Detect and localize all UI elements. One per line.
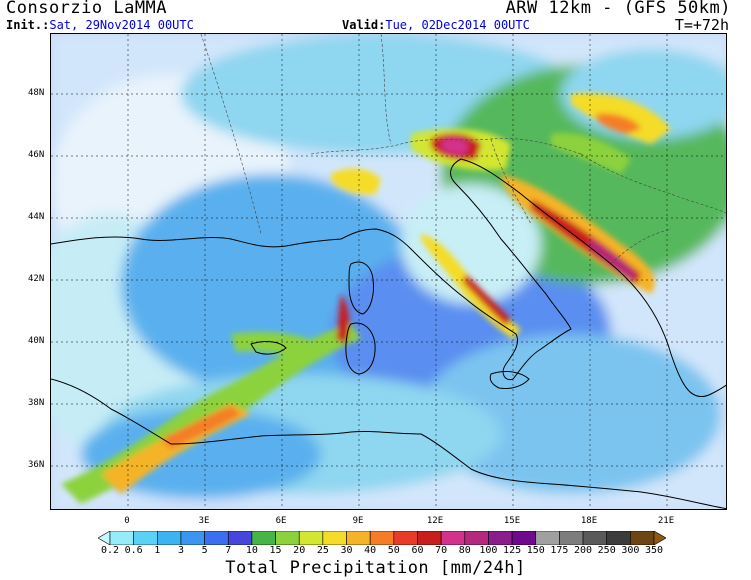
colorbar-tick-label: 350: [644, 545, 664, 556]
colorbar-tick-label: 150: [526, 545, 545, 556]
colorbar-tick-label: 10: [245, 545, 258, 556]
colorbar-swatch: [488, 531, 513, 545]
colorbar-swatch: [559, 531, 584, 545]
lon-label-6e: 6E: [275, 516, 287, 526]
colorbar-swatch: [606, 531, 631, 545]
model-title: ARW 12km - (GFS 50km): [505, 0, 731, 18]
colorbar-swatch: [180, 531, 205, 545]
colorbar-swatch: [346, 531, 371, 545]
map-svg: [51, 34, 726, 509]
colorbar-tick-label: 20: [293, 545, 306, 556]
colorbar-tick-label: 40: [364, 545, 377, 556]
valid-value: Tue, 02Dec2014 00UTC: [385, 18, 530, 32]
lon-label-3e: 3E: [198, 516, 210, 526]
colorbar-tick-label: 5: [201, 545, 208, 556]
colorbar-tick-label: 80: [458, 545, 471, 556]
lon-label-0: 0: [124, 516, 130, 526]
colorbar-swatch: [582, 531, 607, 545]
lat-label-40n: 40N: [28, 336, 45, 346]
colorbar-swatch: [109, 531, 134, 545]
colorbar-tick-label: 7: [225, 545, 232, 556]
colorbar-tick-label: 0.6: [124, 545, 143, 556]
coastlines: [51, 158, 726, 509]
colorbar-arrow-low: [98, 531, 111, 545]
lat-label-44n: 44N: [28, 212, 45, 222]
lat-label-46n: 46N: [28, 150, 45, 160]
colorbar-tick-label: 100: [479, 545, 498, 556]
lon-label-21e: 21E: [657, 516, 675, 526]
colorbar-swatch: [630, 531, 655, 545]
valid-label: Valid:: [342, 18, 386, 32]
colorbar-arrow-high: [653, 531, 666, 545]
colorbar-swatch: [298, 531, 324, 545]
colorbar-tick-label: 125: [503, 545, 522, 556]
colorbar-tick-label: 1: [154, 545, 161, 556]
colorbar-tick-label: 200: [574, 545, 593, 556]
lat-label-42n: 42N: [28, 274, 45, 284]
lon-label-12e: 12E: [426, 516, 444, 526]
forecast-step: T=+72h: [674, 16, 729, 34]
lon-label-15e: 15E: [503, 516, 521, 526]
colorbar-tick-label: 175: [550, 545, 569, 556]
lon-label-9e: 9E: [352, 516, 364, 526]
colorbar-tick-label: 0.2: [100, 545, 120, 556]
colorbar-tick-label: 60: [411, 545, 424, 556]
colorbar-swatch: [204, 531, 229, 545]
colorbar-swatch: [251, 531, 276, 545]
colorbar-swatch: [275, 531, 300, 545]
colorbar-swatch: [133, 531, 158, 545]
colorbar-swatch: [535, 531, 560, 545]
lat-label-48n: 48N: [28, 88, 45, 98]
colorbar-swatch: [440, 531, 466, 545]
colorbar-swatch: [322, 531, 347, 545]
lat-label-36n: 36N: [28, 460, 45, 470]
borders: [200, 34, 726, 265]
precipitation-map: [50, 33, 727, 510]
valid-time: Valid:Tue, 02Dec2014 00UTC: [342, 18, 530, 32]
colorbar-tick-label: 30: [340, 545, 353, 556]
lon-label-18e: 18E: [580, 516, 598, 526]
init-label: Init.:: [6, 18, 50, 32]
colorbar-tick-label: 70: [435, 545, 448, 556]
colorbar-tick-label: 300: [621, 545, 640, 556]
colorbar-swatch: [511, 531, 537, 545]
colorbar-swatch: [417, 531, 442, 545]
precip-field-moderate: [61, 93, 671, 504]
colorbar-svg: [98, 531, 666, 545]
colorbar-tick-label: 15: [269, 545, 282, 556]
colorbar-tick-label: 3: [177, 545, 184, 556]
lat-label-38n: 38N: [28, 398, 45, 408]
colorbar-swatch: [227, 531, 253, 545]
colorbar-tick-label: 50: [387, 545, 400, 556]
colorbar-swatch: [464, 531, 489, 545]
colorbar-tick-label: 25: [316, 545, 329, 556]
colorbar-title: Total Precipitation [mm/24h]: [225, 558, 526, 578]
colorbar-ticks: 0.2 0.6 1 3 5 7 10 15 20 25 30 40 50 60 70 80 100 125 150 1…: [0, 545, 751, 557]
init-value: Sat, 29Nov2014 00UTC: [49, 18, 194, 32]
colorbar-swatch: [369, 531, 395, 545]
colorbar: [98, 531, 666, 545]
init-time: Init.:Sat, 29Nov2014 00UTC: [6, 18, 194, 32]
colorbar-tick-label: 250: [597, 545, 616, 556]
colorbar-swatch: [393, 531, 418, 545]
colorbar-swatch: [157, 531, 182, 545]
organization-title: Consorzio LaMMA: [6, 0, 168, 18]
